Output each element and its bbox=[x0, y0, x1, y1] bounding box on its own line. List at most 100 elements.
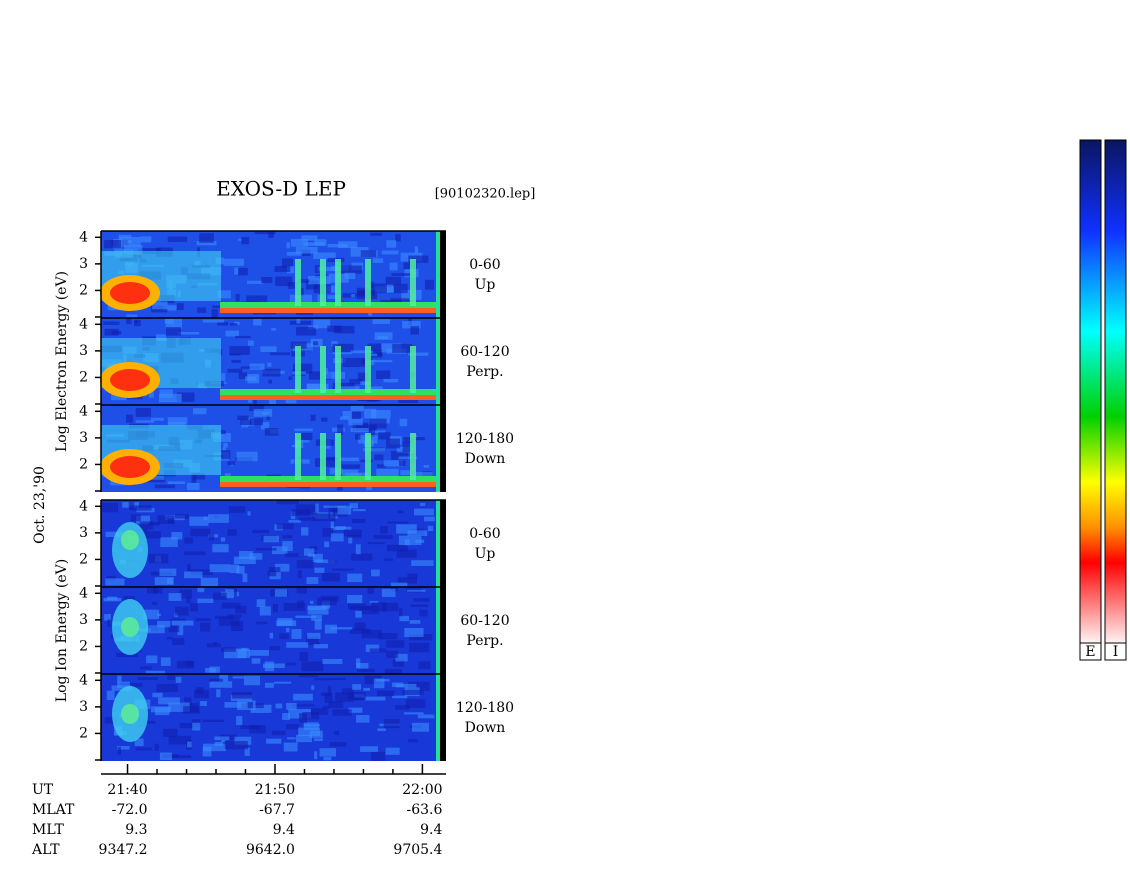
spectrogram-texture bbox=[151, 601, 157, 605]
spectrogram-texture bbox=[274, 265, 291, 273]
spectrogram-texture bbox=[255, 547, 277, 551]
spectrogram-texture bbox=[314, 619, 322, 630]
spectrogram-texture bbox=[314, 567, 325, 573]
spectrogram-texture bbox=[203, 743, 227, 752]
spectrogram-texture bbox=[266, 413, 270, 421]
spectrogram-texture bbox=[187, 564, 191, 572]
spectrogram-texture bbox=[343, 529, 362, 537]
spectrogram-texture bbox=[274, 589, 288, 597]
spectrogram-band bbox=[220, 395, 436, 400]
spectrogram-texture bbox=[386, 544, 408, 552]
spectrogram-texture bbox=[128, 501, 135, 510]
spectrogram-texture bbox=[165, 515, 185, 521]
spectrogram-texture bbox=[175, 514, 189, 519]
spectrogram-texture bbox=[281, 258, 294, 268]
spectrogram-texture bbox=[371, 430, 386, 434]
spectrogram-texture bbox=[243, 675, 260, 686]
spectrogram-texture bbox=[408, 352, 429, 356]
spectrogram-texture bbox=[335, 692, 354, 702]
spectrogram-texture bbox=[190, 528, 211, 537]
spectrogram-texture bbox=[288, 376, 293, 380]
spectrogram-texture bbox=[369, 427, 376, 438]
spectrogram-texture bbox=[297, 279, 310, 283]
spectrogram-texture bbox=[405, 699, 426, 708]
spectrogram-texture bbox=[419, 502, 426, 506]
chart-title: EXOS-D LEP bbox=[216, 177, 346, 201]
spectrogram-texture bbox=[282, 535, 293, 539]
spectrogram-texture bbox=[179, 589, 193, 599]
spectrogram-texture bbox=[189, 603, 198, 612]
spectrogram-texture bbox=[150, 706, 171, 713]
spectrogram-texture bbox=[355, 544, 361, 555]
spectrogram-texture bbox=[303, 548, 315, 556]
spectrogram-texture bbox=[159, 568, 177, 576]
spectrogram-texture bbox=[244, 747, 250, 756]
spectrogram-texture bbox=[409, 620, 421, 624]
spectrogram-texture bbox=[295, 615, 317, 618]
angle-label: 60-120 bbox=[460, 613, 509, 629]
spectrogram-texture bbox=[377, 464, 387, 468]
spectrogram-blob bbox=[110, 282, 150, 304]
data-edge bbox=[440, 405, 446, 492]
spectrogram-texture bbox=[102, 502, 119, 513]
colorbar-label-box bbox=[1079, 642, 1102, 661]
spectrogram-texture bbox=[396, 549, 417, 558]
spectrogram-texture bbox=[200, 622, 211, 632]
spectrogram-texture bbox=[298, 727, 321, 736]
spectrogram-texture bbox=[202, 719, 224, 722]
spectrogram-texture bbox=[310, 708, 328, 715]
spectrogram-texture bbox=[192, 473, 206, 480]
spectrogram-texture bbox=[104, 240, 122, 249]
spectrogram-texture bbox=[368, 312, 373, 316]
spectrogram-texture bbox=[306, 383, 320, 393]
spectrogram-texture bbox=[413, 437, 425, 441]
spectrogram-texture bbox=[170, 618, 186, 622]
spectrogram-texture bbox=[163, 305, 177, 311]
spectrogram-texture bbox=[195, 618, 211, 622]
spectrogram-texture bbox=[139, 521, 154, 530]
spectrogram-texture bbox=[410, 604, 428, 608]
spectrogram-texture bbox=[402, 321, 421, 329]
spectrogram-texture bbox=[130, 514, 141, 522]
spectrogram-texture bbox=[193, 689, 209, 699]
spectrogram-texture bbox=[309, 546, 318, 551]
spectrogram-texture bbox=[395, 683, 417, 688]
spectrogram-texture bbox=[324, 541, 330, 548]
spectrogram-texture bbox=[200, 701, 207, 706]
spectrogram-texture bbox=[154, 743, 159, 751]
spectrogram-texture bbox=[291, 629, 302, 639]
spectrogram-texture bbox=[322, 528, 334, 537]
spectrogram-texture bbox=[134, 320, 138, 324]
spectrogram-texture bbox=[396, 524, 417, 534]
date-label: Oct. 23,'90 bbox=[32, 466, 48, 544]
spectrogram-texture bbox=[339, 416, 349, 420]
spectrogram-texture bbox=[314, 265, 320, 273]
spectrogram-texture bbox=[293, 693, 313, 701]
spectrogram-texture bbox=[317, 597, 337, 606]
spectrogram-texture bbox=[168, 702, 190, 712]
spectrogram-texture bbox=[271, 328, 277, 331]
spectrogram-texture bbox=[295, 246, 318, 254]
spectrogram-texture bbox=[313, 341, 319, 346]
spectrogram-texture bbox=[323, 505, 346, 508]
spectrogram-texture bbox=[238, 238, 242, 241]
spectrogram-texture bbox=[104, 717, 118, 724]
direction-label: Down bbox=[465, 451, 506, 467]
spectrogram-texture bbox=[268, 379, 273, 384]
spectrogram-texture bbox=[202, 746, 212, 757]
spectrogram-texture bbox=[313, 738, 323, 742]
spectrogram-texture bbox=[350, 405, 364, 412]
spectrogram-texture bbox=[310, 414, 316, 421]
spectrogram-texture bbox=[315, 503, 319, 513]
spectrogram-texture bbox=[303, 242, 325, 246]
spectrogram-texture bbox=[347, 573, 363, 583]
spectrogram-texture bbox=[327, 295, 341, 300]
spectrogram-texture bbox=[260, 346, 277, 352]
spectrogram-texture bbox=[390, 298, 410, 302]
spectrogram-texture bbox=[159, 389, 173, 398]
spectrogram-texture bbox=[298, 485, 311, 489]
spectrogram-texture bbox=[221, 602, 241, 609]
spectrogram-texture bbox=[148, 522, 160, 526]
x-tick-label: 21:40 bbox=[107, 782, 147, 798]
